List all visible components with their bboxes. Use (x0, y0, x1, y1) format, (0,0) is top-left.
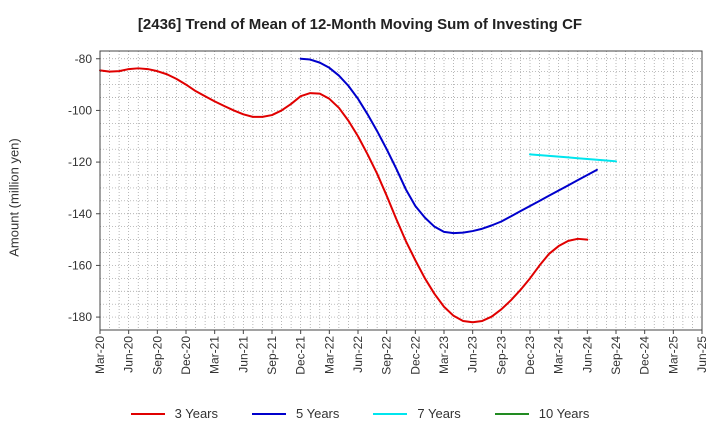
x-tick-label: Jun-22 (351, 336, 365, 373)
x-tick-label: Dec-21 (294, 336, 308, 375)
x-tick-label: Dec-24 (638, 336, 652, 375)
legend-swatch-10-years (494, 412, 529, 415)
series-layer (99, 57, 617, 324)
x-tick-label: Sep-20 (150, 336, 164, 375)
x-tick-label: Jun-24 (580, 336, 594, 373)
y-tick-label: -120 (68, 155, 92, 169)
x-tick-label: Mar-22 (322, 336, 336, 374)
x-tick-label: Dec-20 (179, 336, 193, 375)
grid-layer (100, 51, 702, 331)
legend-item-10-years: 10 Years (494, 406, 590, 421)
x-tick-label: Jun-23 (466, 336, 480, 373)
y-tick-label: -160 (68, 258, 92, 272)
legend-label-5-years: 5 Years (296, 406, 340, 421)
x-tick-label: Sep-22 (380, 336, 394, 375)
series-line-3-years (99, 67, 589, 324)
x-tick-label: Mar-23 (437, 336, 451, 374)
legend-swatch-5-years (252, 412, 286, 415)
x-tick-label: Jun-21 (236, 336, 250, 373)
y-tick-label: -80 (75, 52, 93, 66)
x-tick-label: Mar-24 (552, 336, 566, 374)
legend-swatch-7-years (373, 412, 408, 415)
y-tick-label: -180 (68, 310, 92, 324)
y-tick-layer: -80 -100 -120 -140 -160 -180 (68, 52, 100, 324)
legend-swatch-3-years (130, 412, 165, 415)
legend: 3 Years 5 Years 7 Years 10 Years (0, 406, 720, 421)
legend-label-10-years: 10 Years (538, 406, 590, 421)
series-line-5-years (299, 57, 598, 235)
x-tick-label: Sep-23 (494, 336, 508, 375)
x-tick-label: Dec-22 (408, 336, 422, 375)
y-tick-label: -100 (68, 103, 92, 117)
plot-frame (99, 50, 703, 331)
x-tick-label: Sep-24 (609, 336, 623, 375)
legend-label-7-years: 7 Years (417, 406, 461, 421)
legend-item-5-years: 5 Years (252, 406, 339, 421)
series-line-7-years (529, 153, 617, 163)
x-tick-label: Dec-23 (523, 336, 537, 375)
x-tick-layer: Mar-20 Jun-20 Sep-20 Dec-20 Mar-21 Jun-21 Sep-… (93, 330, 709, 375)
y-tick-label: -140 (68, 207, 92, 221)
chart-title: [2436] Trend of Mean of 12-Month Moving … (137, 16, 583, 33)
x-tick-label: Jun-25 (695, 336, 709, 373)
x-tick-label: Mar-21 (208, 336, 222, 374)
legend-item-7-years: 7 Years (373, 406, 461, 421)
legend-item-3-years: 3 Years (130, 406, 218, 421)
x-tick-label: Jun-20 (122, 336, 136, 373)
x-tick-label: Mar-25 (666, 336, 680, 374)
x-tick-label: Sep-21 (265, 336, 279, 375)
x-tick-label: Mar-20 (93, 336, 107, 374)
legend-label-3-years: 3 Years (174, 406, 218, 421)
